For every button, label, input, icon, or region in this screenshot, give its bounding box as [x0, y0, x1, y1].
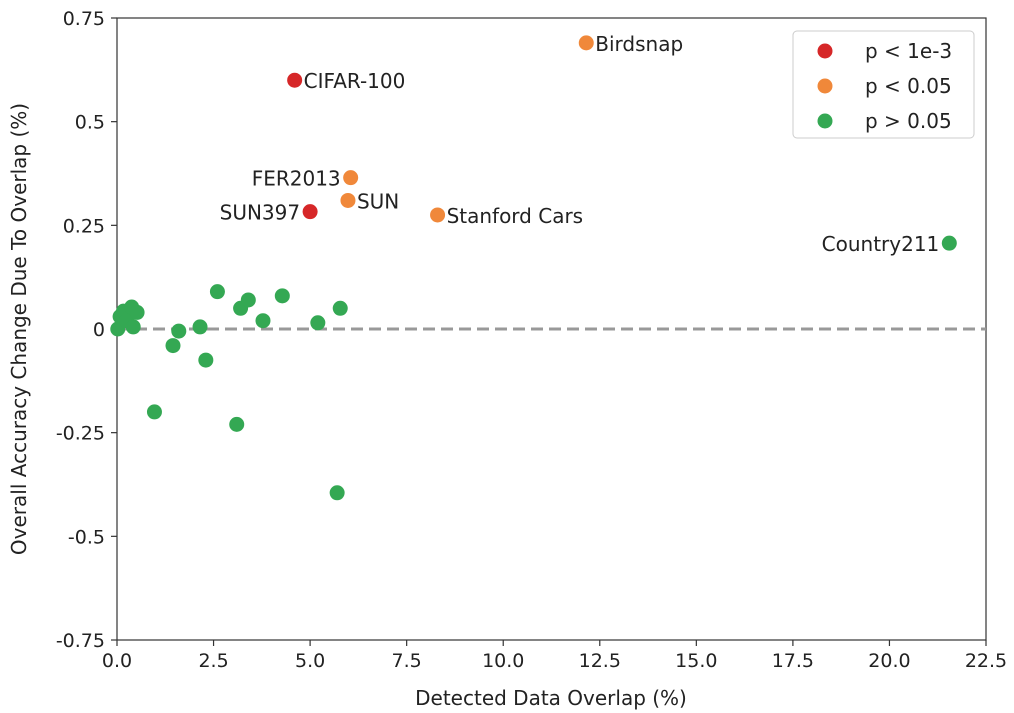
- y-tick-label: 0.75: [63, 8, 105, 30]
- legend-entry-label: p > 0.05: [865, 109, 952, 133]
- point-label: SUN397: [220, 201, 300, 225]
- y-tick-label: 0: [93, 319, 105, 341]
- x-tick-label: 7.5: [392, 650, 422, 672]
- y-axis-ticks: 0.75 0.5 0.25 0 -0.25 -0.5 -0.75: [56, 8, 117, 652]
- scatter-point: [332, 300, 348, 316]
- point-labels: CIFAR-100 SUN397 Birdsnap FER2013 SUN Stanfor…: [220, 32, 940, 256]
- x-tick-label: 10.0: [482, 650, 524, 672]
- scatter-point: [310, 315, 326, 331]
- point-label: Birdsnap: [595, 32, 683, 56]
- x-tick-label: 2.5: [198, 650, 228, 672]
- x-tick-label: 17.5: [772, 650, 814, 672]
- scatter-point: [192, 319, 208, 335]
- x-axis-title: Detected Data Overlap (%): [415, 686, 687, 710]
- scatter-point: [578, 35, 594, 51]
- x-tick-label: 5.0: [295, 650, 325, 672]
- scatter-point: [198, 352, 214, 368]
- scatter-point: [171, 323, 187, 339]
- scatter-point: [302, 204, 318, 220]
- y-tick-label: -0.5: [68, 526, 105, 548]
- y-tick-label: -0.75: [56, 630, 105, 652]
- scatter-point: [274, 288, 290, 304]
- legend-marker: [817, 113, 833, 129]
- scatter-point: [329, 485, 345, 501]
- scatter-point: [941, 235, 957, 251]
- scatter-point: [240, 292, 256, 308]
- x-tick-label: 20.0: [868, 650, 910, 672]
- scatter-point: [287, 72, 303, 88]
- legend-entry-label: p < 1e-3: [865, 39, 952, 63]
- point-label: Stanford Cars: [447, 204, 584, 228]
- scatter-point: [229, 416, 245, 432]
- point-label: Country211: [822, 232, 940, 256]
- scatter-point: [146, 404, 162, 420]
- y-tick-label: 0.25: [63, 215, 105, 237]
- legend-entry-label: p < 0.05: [865, 74, 952, 98]
- scatter-point: [255, 313, 271, 329]
- x-axis-ticks: 0.0 2.5 5.0 7.5 10.0 12.5 15.0 17.5 20.0 22.5: [102, 640, 1007, 672]
- y-tick-label: -0.25: [56, 423, 105, 445]
- point-label: CIFAR-100: [304, 69, 406, 93]
- scatter-point: [343, 170, 359, 186]
- x-tick-label: 0.0: [102, 650, 132, 672]
- scatter-point: [129, 304, 145, 320]
- legend: p < 1e-3 p < 0.05 p > 0.05: [792, 30, 975, 139]
- x-tick-label: 15.0: [675, 650, 717, 672]
- x-tick-label: 22.5: [965, 650, 1007, 672]
- point-label: FER2013: [252, 167, 341, 191]
- data-points: [110, 35, 957, 501]
- scatter-point: [340, 192, 356, 208]
- scatter-point: [125, 319, 141, 335]
- scatter-point: [165, 338, 181, 354]
- point-label: SUN: [357, 189, 399, 213]
- legend-marker: [817, 43, 833, 59]
- scatter-point: [209, 284, 225, 300]
- x-tick-label: 12.5: [579, 650, 621, 672]
- scatter-point: [430, 207, 446, 223]
- legend-marker: [817, 78, 833, 94]
- y-axis-title: Overall Accuracy Change Due To Overlap (…: [7, 103, 31, 555]
- legend-box: [792, 30, 975, 139]
- y-tick-label: 0.5: [75, 112, 105, 134]
